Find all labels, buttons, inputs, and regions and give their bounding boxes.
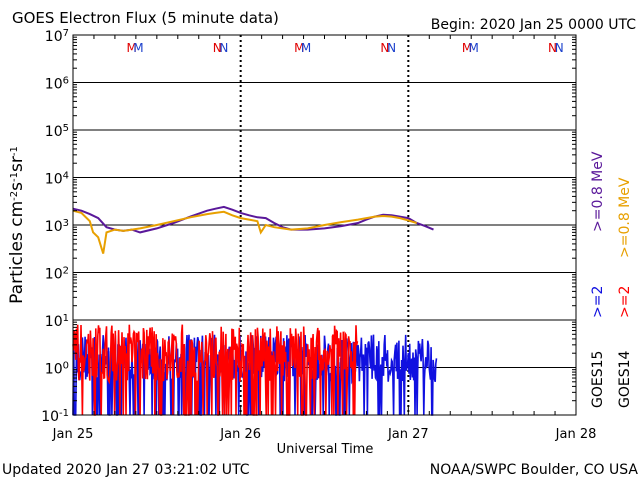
updated-time: Updated 2020 Jan 27 03:21:02 UTC <box>2 462 250 478</box>
y-tick-label: 105 <box>45 123 69 141</box>
x-tick-label: Jan 25 <box>52 427 94 442</box>
y-tick-label: 107 <box>45 28 69 46</box>
y-tick-label: 104 <box>45 170 69 188</box>
legend-goes14-ge08: >=0.8 MeV <box>617 177 633 258</box>
series-group <box>72 205 438 416</box>
begin-time: Begin: 2020 Jan 25 0000 UTC <box>431 17 636 33</box>
y-tick-label: 102 <box>45 265 69 283</box>
y-axis-label: Particles cm-2s-1sr-1 <box>7 146 27 304</box>
x-axis-ticks: Jan 25 Jan 26 Jan 27 Jan 28 <box>52 35 597 442</box>
legend-goes14-ge2: >=2 <box>617 286 633 318</box>
series-line-3 <box>72 324 359 416</box>
marker-m: M <box>294 41 304 55</box>
y-tick-label: 10-1 <box>41 408 69 426</box>
marker-n: N <box>387 41 396 55</box>
y-tick-label: 106 <box>45 75 69 93</box>
y-tick-label: 100 <box>45 360 69 378</box>
marker-n: N <box>555 41 564 55</box>
legend-goes14: GOES14 <box>617 350 633 408</box>
series-line-1 <box>72 209 417 254</box>
y-tick-label: 103 <box>45 218 69 236</box>
credit: NOAA/SWPC Boulder, CO USA <box>430 462 639 478</box>
legend-goes15: GOES15 <box>590 351 606 408</box>
x-tick-label: Jan 28 <box>555 427 597 442</box>
marker-n: N <box>213 41 222 55</box>
y-axis-ticks: 10-1 100 101 102 103 104 105 106 107 <box>41 28 576 426</box>
marker-m: M <box>127 41 137 55</box>
x-tick-label: Jan 26 <box>219 427 261 442</box>
legend-goes15-ge08: >=0.8 MeV <box>590 151 606 232</box>
marker-m: M <box>133 41 143 55</box>
chart-title: GOES Electron Flux (5 minute data) <box>12 9 279 27</box>
marker-m: M <box>462 41 472 55</box>
x-tick-label: Jan 27 <box>387 427 429 442</box>
legend-goes15-ge2: >=2 <box>590 286 606 318</box>
y-tick-label: 101 <box>45 313 69 331</box>
marker-n: N <box>548 41 557 55</box>
marker-n: N <box>219 41 228 55</box>
mn-markers: MM NN MM NN MM NN <box>127 41 564 55</box>
x-axis-label: Universal Time <box>277 442 374 457</box>
marker-m: M <box>301 41 311 55</box>
marker-n: N <box>380 41 389 55</box>
marker-m: M <box>469 41 479 55</box>
